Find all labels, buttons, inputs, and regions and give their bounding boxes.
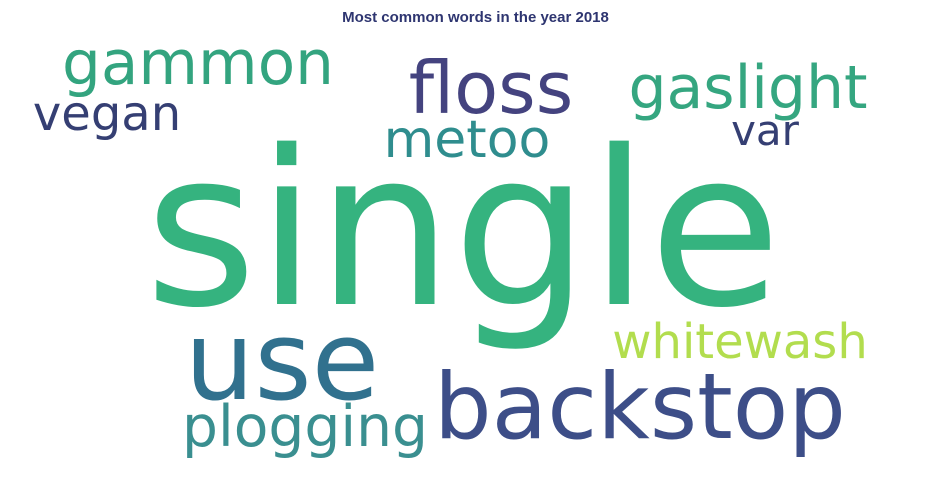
word-gammon: gammon <box>62 28 334 100</box>
chart-title: Most common words in the year 2018 <box>342 9 609 26</box>
word-vegan: vegan <box>32 86 182 142</box>
word-var: var <box>731 106 799 155</box>
word-single: single <box>144 104 782 355</box>
word-metoo: metoo <box>383 110 551 170</box>
word-use: use <box>184 297 380 425</box>
word-plogging: plogging <box>182 393 428 460</box>
word-floss: floss <box>408 46 574 130</box>
word-whitewash: whitewash <box>612 314 868 370</box>
word-backstop: backstop <box>434 354 846 460</box>
word-gaslight: gaslight <box>628 53 868 123</box>
